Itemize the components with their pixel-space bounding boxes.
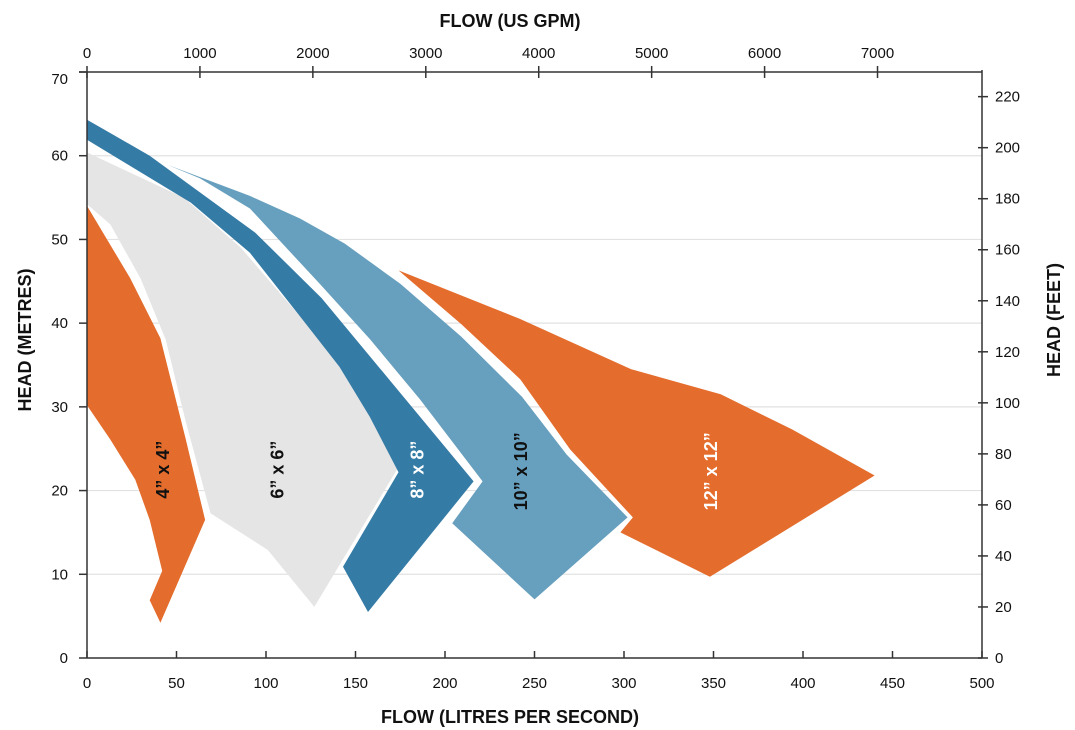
y-right-tick-label: 220 (995, 89, 1020, 106)
x-top-tick-label: 4000 (522, 45, 555, 62)
series-label: 12” x 12” (701, 432, 721, 510)
x-bottom-tick-label: 100 (253, 675, 278, 692)
x-top-tick-label: 1000 (183, 45, 216, 62)
x-top-tick-label: 3000 (409, 45, 442, 62)
y-right-tick-label: 180 (995, 191, 1020, 208)
x-bottom-tick-label: 300 (611, 675, 636, 692)
x-bottom-tick-label: 450 (880, 675, 905, 692)
y-left-tick-label: 0 (60, 650, 68, 667)
y-left-tick-label: 50 (51, 231, 68, 248)
x-bottom-tick-label: 50 (168, 675, 185, 692)
series-area (398, 270, 875, 577)
series-label: 8” x 8” (407, 441, 427, 499)
y-right-axis-title: HEAD (FEET) (1044, 263, 1064, 377)
x-top-tick-label: 2000 (296, 45, 329, 62)
series-label: 4” x 4” (153, 441, 173, 499)
y-left-tick-label: 30 (51, 399, 68, 416)
x-bottom-axis-title: FLOW (LITRES PER SECOND) (381, 707, 639, 727)
series-areas (87, 119, 875, 623)
series-area (87, 152, 399, 607)
x-bottom-tick-label: 150 (343, 675, 368, 692)
series-labels: 6” x 6” 4” x 4” 8” x 8” 10” x 10” 12” x 12” (153, 432, 721, 510)
y-right-tick-label: 20 (995, 599, 1012, 616)
y-right-tick-label: 60 (995, 497, 1012, 514)
x-top-tick-label: 0 (83, 45, 91, 62)
x-bottom-tick-label: 400 (790, 675, 815, 692)
y-left-tick-label: 10 (51, 566, 68, 583)
y-right-tick-label: 140 (995, 293, 1020, 310)
series-area (167, 164, 628, 600)
y-right-tick-label: 80 (995, 446, 1012, 463)
y-right-tick-label: 40 (995, 548, 1012, 565)
y-left-tick-label: 40 (51, 315, 68, 332)
y-right-tick-label: 200 (995, 140, 1020, 157)
x-bottom-tick-label: 350 (701, 675, 726, 692)
y-left-tick-label: 70 (51, 71, 68, 88)
series-label: 10” x 10” (511, 432, 531, 510)
x-top-axis-title: FLOW (US GPM) (440, 11, 581, 31)
y-right-tick-label: 120 (995, 344, 1020, 361)
series-area (87, 205, 206, 623)
y-right-tick-label: 0 (995, 650, 1003, 667)
y-right-tick-label: 160 (995, 242, 1020, 259)
y-right-tick-label: 100 (995, 395, 1020, 412)
x-bottom-tick-label: 250 (522, 675, 547, 692)
y-left-axis-title: HEAD (METRES) (15, 268, 35, 411)
y-left-tick-label: 60 (51, 148, 68, 165)
x-top-tick-label: 7000 (861, 45, 894, 62)
x-bottom-tick-label: 0 (83, 675, 91, 692)
y-left-tick-label: 20 (51, 483, 68, 500)
x-top-tick-label: 6000 (748, 45, 781, 62)
x-bottom-tick-label: 500 (969, 675, 994, 692)
axes: 0 50 100 150 200 250 300 350 400 450 5000 1000 2000 3… (51, 45, 1020, 692)
series-label: 6” x 6” (268, 441, 288, 499)
x-top-tick-label: 5000 (635, 45, 668, 62)
x-bottom-tick-label: 200 (432, 675, 457, 692)
